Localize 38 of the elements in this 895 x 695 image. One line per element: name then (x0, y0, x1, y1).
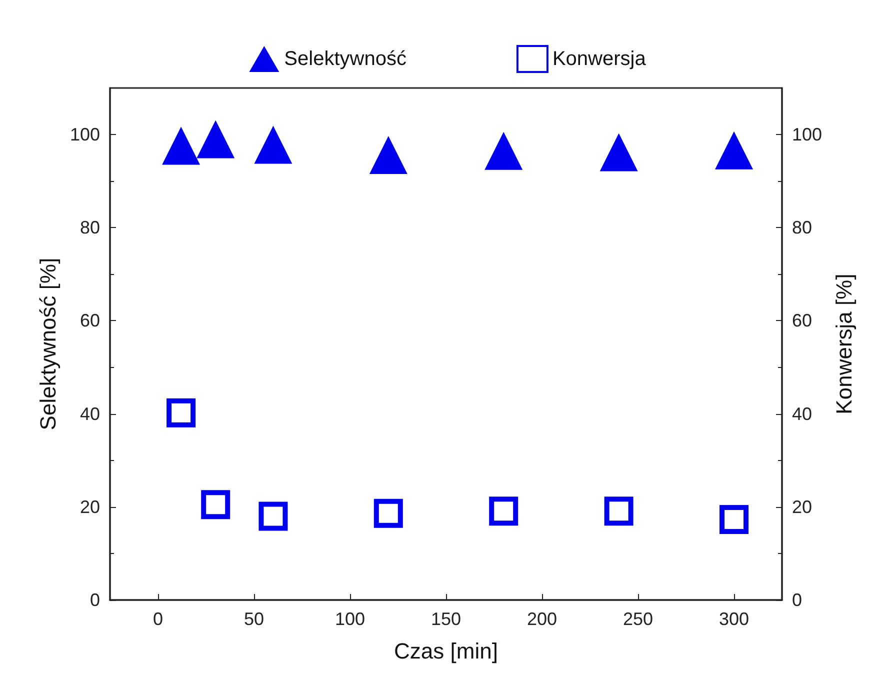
legend-label: Selektywność (284, 48, 406, 70)
y-tick-label: 0 (90, 590, 100, 610)
y-tick-label: 20 (80, 496, 100, 517)
point (166, 398, 196, 428)
point (489, 496, 518, 526)
y-tick-label: 80 (80, 218, 100, 238)
y2-tick-label: 0 (792, 590, 802, 610)
legend-label: Konwersja (552, 48, 647, 70)
x-tick-label: 200 (526, 609, 558, 629)
x-tick-label: 150 (430, 609, 462, 629)
point (720, 504, 748, 534)
point (201, 490, 230, 520)
point (715, 131, 753, 170)
y2-tick-label: 20 (792, 496, 812, 517)
point (369, 136, 408, 174)
point (196, 120, 235, 158)
point (600, 133, 638, 172)
y-tick-label: 100 (70, 124, 100, 145)
y2-tick-label: 40 (792, 404, 812, 424)
x-tick-label: 300 (718, 609, 750, 629)
point (162, 126, 200, 165)
y-tick-label: 60 (80, 310, 100, 331)
point (254, 126, 292, 164)
point (604, 496, 634, 526)
x-tick-label: 250 (622, 609, 654, 629)
y-tick-label: 40 (80, 404, 100, 424)
y2-tick-label: 80 (792, 218, 812, 238)
y2-tick-label: 100 (792, 124, 822, 145)
y2-axis-title: Konwersja [%] (831, 274, 856, 414)
y2-tick-label: 60 (792, 310, 812, 331)
point (484, 132, 523, 170)
point (258, 502, 288, 531)
point (374, 498, 403, 528)
x-axis-title: Czas [min] (394, 638, 498, 664)
x-tick-label: 0 (152, 609, 164, 629)
x-tick-label: 100 (334, 609, 366, 629)
y-axis-title: Selektywność [%] (36, 258, 61, 430)
x-tick-label: 50 (244, 609, 264, 629)
